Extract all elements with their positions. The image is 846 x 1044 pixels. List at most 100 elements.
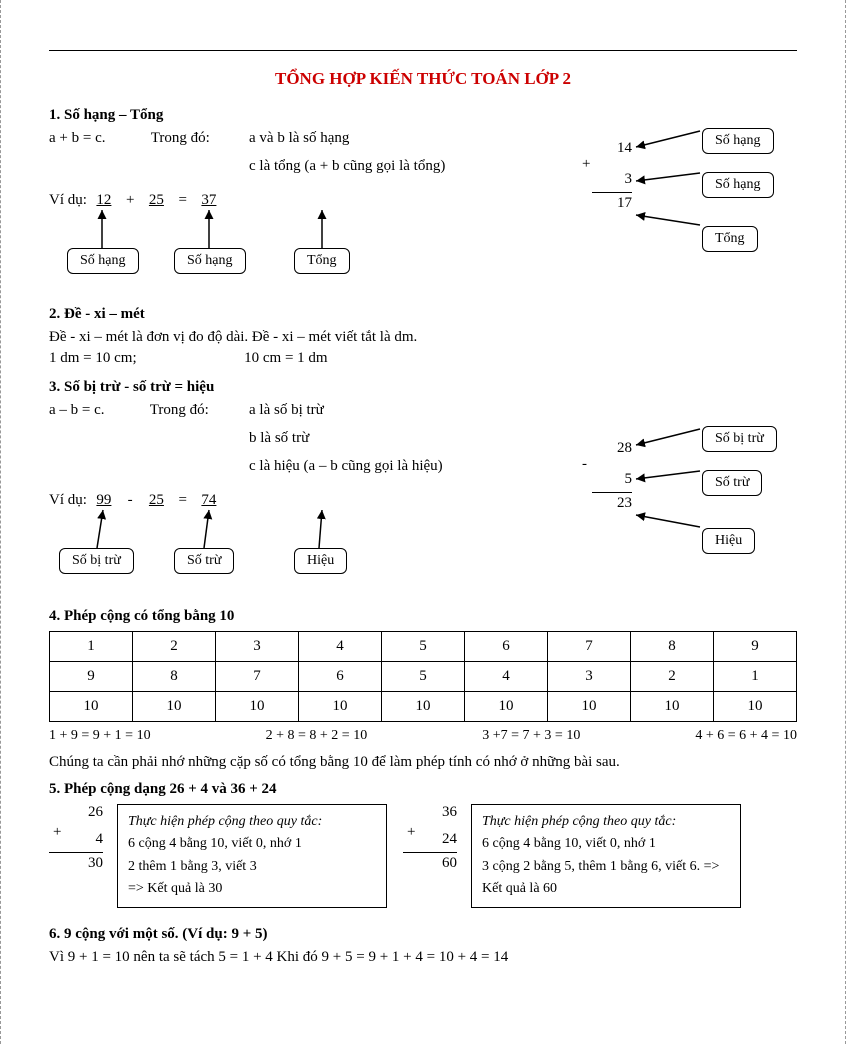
s1-rop: + [582,156,590,173]
s1-rbox2: Số hạng [702,172,774,198]
s5r-l2: 3 cộng 2 bằng 5, thêm 1 bằng 6, viết 6. … [482,856,730,901]
s3-where-label: Trong đó: [150,402,209,418]
s5r-op: + [407,824,415,841]
s1-v3: 37 [201,192,216,208]
table-cell: 9 [714,632,797,662]
table-cell: 10 [548,692,631,722]
table-cell: 3 [216,632,299,662]
s5r-res: 60 [403,855,457,872]
section-6-heading: 6. 9 cộng với một số. (Ví dụ: 9 + 5) [49,926,797,943]
s1-where2: c là tổng (a + b cũng gọi là tổng) [249,158,445,175]
s5l-l1: 6 cộng 4 bằng 10, viết 0, nhớ 1 [128,833,376,855]
s1-where1: a và b là số hạng [249,130,349,147]
s3-rres: 23 [592,495,632,512]
table-cell: 10 [382,692,465,722]
s1-box3: Tổng [294,248,350,274]
s5r-a: 36 [403,804,457,821]
table-cell: 7 [548,632,631,662]
s2-line2b: 10 cm = 1 dm [244,350,327,366]
table-row: 123456789 [50,632,797,662]
sum10-eqs: 1 + 9 = 9 + 1 = 10 2 + 8 = 8 + 2 = 10 3 … [49,728,797,744]
table-cell: 8 [133,662,216,692]
s3-rbox2: Số trừ [702,470,762,496]
section-3-heading: 3. Số bị trừ - số trừ = hiệu [49,379,797,396]
s2-line2: 1 dm = 10 cm; 10 cm = 1 dm [49,350,797,367]
s3-where1: a là số bị trừ [249,402,324,419]
s1-box2: Số hạng [174,248,246,274]
s5l-t: Thực hiện phép cộng theo quy tắc: [128,811,376,833]
s3-op1: - [115,492,145,509]
section-2-heading: 2. Đề - xi – mét [49,306,797,323]
table-cell: 10 [299,692,382,722]
section-5-heading: 5. Phép cộng dạng 26 + 4 và 36 + 24 [49,781,797,798]
s3-rbox3: Hiệu [702,528,755,554]
table-cell: 3 [548,662,631,692]
s1-right-sum: 14 + 3 17 Số hạng Số hạng Tổng [592,140,802,290]
s5-left: 26 + 4 30 Thực hiện phép cộng theo quy t… [49,804,387,908]
s3-rv2: 5 [592,471,632,488]
s5-right: 36 + 24 60 Thực hiện phép cộng theo quy … [403,804,741,908]
table-cell: 10 [50,692,133,722]
s4-eq0: 1 + 9 = 9 + 1 = 10 [49,728,151,744]
s3-exlbl: Ví dụ: [49,492,87,508]
s4-eq1: 2 + 8 = 8 + 2 = 10 [266,728,368,744]
table-cell: 2 [133,632,216,662]
sum10-table: 123456789987654321101010101010101010 [49,631,797,722]
s3-right-sub: 28 - 5 23 Số bị trừ Số trừ Hiệu [592,440,802,590]
s1-v2: 25 [149,192,164,208]
s1-rbox3: Tổng [702,226,758,252]
s1-rv2: 3 [592,171,632,188]
s3-box3: Hiệu [294,548,347,574]
s4-note: Chúng ta cần phải nhớ những cặp số có tổ… [49,754,797,771]
section-5-body: 26 + 4 30 Thực hiện phép cộng theo quy t… [49,804,797,908]
table-cell: 9 [50,662,133,692]
s1-where-label: Trong đó: [151,130,210,146]
s3-where3: c là hiệu (a – b cũng gọi là hiệu) [249,458,443,475]
s2-line2a: 1 dm = 10 cm; [49,350,137,366]
table-cell: 5 [382,662,465,692]
table-cell: 10 [714,692,797,722]
s2-line1: Đề - xi – mét là đơn vị đo độ dài. Đề - … [49,329,797,346]
top-rule [49,50,797,51]
s1-box1: Số hạng [67,248,139,274]
table-cell: 10 [216,692,299,722]
s1-rbox1: Số hạng [702,128,774,154]
s3-op2: = [168,492,198,509]
s6-line: Vì 9 + 1 = 10 nên ta sẽ tách 5 = 1 + 4 K… [49,949,797,963]
s1-eq: a + b = c. [49,130,105,146]
s1-v1: 12 [96,192,111,208]
table-cell: 10 [465,692,548,722]
table-cell: 8 [631,632,714,662]
s3-rbox1: Số bị trừ [702,426,777,452]
s1-op2: = [168,192,198,209]
s3-rop: - [582,456,587,473]
table-cell: 10 [133,692,216,722]
s5l-a: 26 [49,804,103,821]
doc-title: TỔNG HỢP KIẾN THỨC TOÁN LỚP 2 [49,69,797,89]
section-3-body: a – b = c. Trong đó: a là số bị trừ b là… [49,402,797,602]
table-cell: 1 [50,632,133,662]
table-cell: 1 [714,662,797,692]
s3-v3: 74 [201,492,216,508]
s3-box1: Số bị trừ [59,548,134,574]
s1-op1: + [115,192,145,209]
table-cell: 2 [631,662,714,692]
s4-eq2: 3 +7 = 7 + 3 = 10 [482,728,580,744]
table-cell: 7 [216,662,299,692]
section-1-body: a + b = c. Trong đó: a và b là số hạng c… [49,130,797,300]
s5l-desc: Thực hiện phép cộng theo quy tắc: 6 cộng… [117,804,387,908]
s3-rv1: 28 [592,440,632,457]
s4-eq3: 4 + 6 = 6 + 4 = 10 [695,728,797,744]
s5r-l1: 6 cộng 4 bằng 10, viết 0, nhớ 1 [482,833,730,855]
section-4-heading: 4. Phép cộng có tổng bằng 10 [49,608,797,625]
s5r-t: Thực hiện phép cộng theo quy tắc: [482,811,730,833]
table-cell: 5 [382,632,465,662]
s5r-desc: Thực hiện phép cộng theo quy tắc: 6 cộng… [471,804,741,908]
s5l-l3: => Kết quả là 30 [128,878,376,900]
page: TỔNG HỢP KIẾN THỨC TOÁN LỚP 2 1. Số hạng… [0,0,846,1044]
s3-eq: a – b = c. [49,402,105,418]
table-cell: 6 [465,632,548,662]
table-cell: 10 [631,692,714,722]
s3-box2: Số trừ [174,548,234,574]
table-cell: 6 [299,662,382,692]
